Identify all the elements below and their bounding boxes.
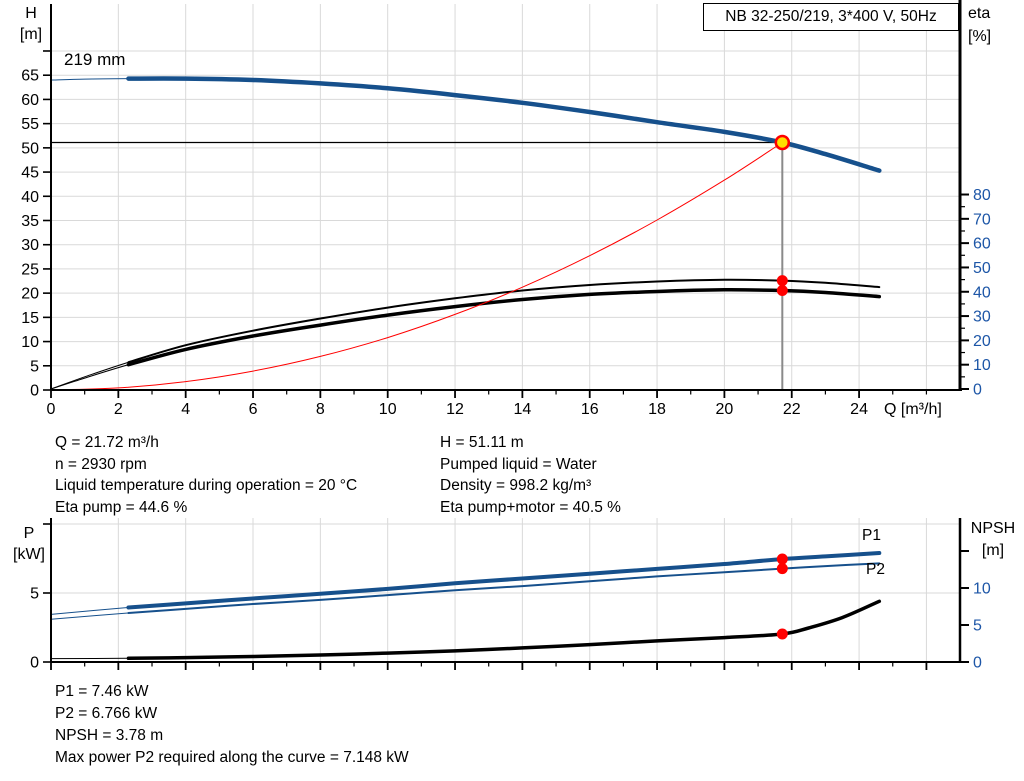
duty-n: n = 2930 rpm	[55, 455, 147, 473]
duty-point-text-right: H = 51.11 m Pumped liquid = Water Densit…	[440, 432, 621, 518]
right-tick-label: 5	[973, 618, 982, 635]
NPSH-curve	[126, 599, 882, 661]
x-tick-label: 0	[47, 401, 56, 418]
P2-curve	[127, 562, 881, 615]
npsh-axis-unit: [m]	[981, 542, 1005, 559]
left-tick-label: 35	[21, 213, 39, 230]
x-tick-label: 18	[648, 401, 666, 418]
right-tick-label: 60	[973, 236, 991, 253]
x-tick-label: 10	[379, 401, 397, 418]
left-tick-label: 25	[21, 261, 39, 278]
result-max-p2: Max power P2 required along the curve = …	[55, 749, 409, 766]
right-tick-label: 20	[973, 333, 991, 350]
left-tick-label: 55	[21, 116, 39, 133]
p-axis-title: P	[23, 525, 35, 542]
x-tick-label: 14	[513, 401, 531, 418]
head-curve-curve-thin	[50, 77, 880, 172]
right-tick-label: 50	[973, 260, 991, 277]
left-tick-label: 40	[21, 189, 39, 206]
result-p2: P2 = 6.766 kW	[55, 705, 158, 722]
duty-point-text-left: Q = 21.72 m³/h n = 2930 rpm Liquid tempe…	[55, 432, 357, 518]
pump-title-box: NB 32-250/219, 3*400 V, 50Hz	[703, 3, 959, 31]
system-curve-curve-thin	[50, 142, 783, 391]
x-tick-label: 4	[181, 401, 190, 418]
q-axis-title: Q [m³/h]	[884, 401, 942, 418]
eta-pump-motor-curve	[126, 288, 882, 367]
duty-pumped-liquid: Pumped liquid = Water	[440, 455, 597, 473]
power-npsh-text: P1 = 7.46 kW P2 = 6.766 kW NPSH = 3.78 m…	[55, 681, 409, 769]
left-tick-label: 50	[21, 140, 39, 157]
right-tick-label: 80	[973, 187, 991, 204]
right-tick-label: 10	[973, 357, 991, 374]
h-axis-unit: [m]	[19, 26, 43, 43]
left-tick-label: 5	[30, 586, 39, 603]
right-tick-label: 0	[973, 382, 982, 399]
h-axis-title: H	[25, 5, 37, 22]
result-p1: P1 = 7.46 kW	[55, 683, 149, 700]
impeller-diameter-label: 219 mm	[64, 50, 126, 69]
left-tick-label: 0	[30, 383, 39, 400]
result-npsh: NPSH = 3.78 m	[55, 727, 164, 744]
P1-curve	[126, 551, 882, 610]
P1-marker	[776, 553, 788, 565]
x-tick-label: 8	[316, 401, 325, 418]
x-tick-label: 6	[249, 401, 258, 418]
right-tick-label: 70	[973, 211, 991, 228]
x-tick-label: 22	[783, 401, 801, 418]
npsh-axis-title: NPSH	[970, 520, 1016, 537]
duty-h: H = 51.11 m	[440, 434, 524, 451]
x-tick-label: 16	[581, 401, 599, 418]
P2-curve-thin	[50, 562, 880, 620]
right-tick-label: 40	[973, 284, 991, 301]
eta-axis-title: eta	[968, 5, 991, 22]
eta-pump-marker	[776, 275, 788, 287]
eta-pump-curve	[127, 278, 881, 364]
duty-q: Q = 21.72 m³/h	[55, 434, 159, 451]
P2-marker	[776, 563, 788, 575]
p1-curve-label: P1	[862, 527, 881, 544]
NPSH-marker	[776, 628, 788, 640]
right-tick-label: 30	[973, 309, 991, 326]
x-tick-label: 2	[114, 401, 123, 418]
left-tick-label: 45	[21, 165, 39, 182]
head-curve-curve	[126, 76, 882, 173]
duty-liquid-temp: Liquid temperature during operation = 20…	[55, 477, 358, 494]
eta-pump-motor-marker	[776, 285, 788, 297]
left-tick-label: 0	[30, 655, 39, 672]
x-tick-label: 20	[716, 401, 734, 418]
left-tick-label: 60	[21, 92, 39, 109]
x-tick-label: 24	[850, 401, 868, 418]
left-tick-label: 65	[21, 68, 39, 85]
duty-eta-pump-motor: Eta pump+motor = 40.5 %	[440, 498, 621, 516]
p2-curve-label: P2	[866, 561, 885, 578]
left-tick-label: 10	[21, 334, 39, 351]
left-tick-label: 20	[21, 286, 39, 303]
eta-axis-unit: [%]	[968, 28, 992, 45]
p-axis-unit: [kW]	[13, 546, 45, 563]
left-tick-label: 30	[21, 237, 39, 254]
right-tick-label: 0	[973, 655, 982, 672]
left-tick-label: 15	[21, 310, 39, 327]
duty-density: Density = 998.2 kg/m³	[440, 477, 592, 494]
x-tick-label: 12	[446, 401, 464, 418]
operating-point-marker	[774, 134, 791, 151]
duty-eta-pump: Eta pump = 44.6 %	[55, 498, 188, 516]
right-tick-label: 10	[973, 581, 991, 598]
left-tick-label: 5	[30, 358, 39, 375]
